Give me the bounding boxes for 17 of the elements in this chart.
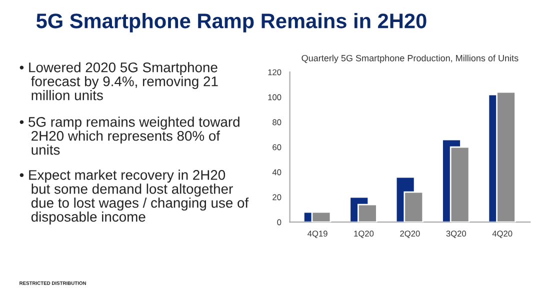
x-tick-label: 4Q19 [308, 230, 328, 238]
y-tick-label: 0 [277, 219, 282, 226]
x-tick-label: 3Q20 [446, 230, 466, 238]
text: • Lowered 2020 5G Smartphone forecast by 9.4%, removing 21 million units [20, 62, 218, 100]
y-tick-label: 40 [272, 169, 282, 176]
x-tick-label: 4Q20 [492, 230, 512, 238]
x-tick-label: 2Q20 [400, 230, 420, 238]
y-tick-label: 100 [268, 94, 282, 100]
y-tick-label: 80 [272, 119, 282, 126]
chart-subtitle: Quarterly 5G Smartphone Production, Millions of Units [302, 54, 518, 64]
y-tick-label: 20 [272, 194, 282, 200]
chart-title: 5G Smartphone Ramp Remains in 2H20 [36, 13, 426, 32]
y-tick-label: 60 [272, 144, 282, 150]
x-tick-label: 1Q20 [354, 230, 374, 238]
text: • Expect market recovery in 2H20 but some demand lost altogether due to lost wages / changing use of disposable income [20, 170, 249, 224]
text: • 5G ramp remains weighted toward 2H20 which represents 80% of units [20, 116, 240, 155]
y-tick-label: 120 [268, 69, 282, 76]
